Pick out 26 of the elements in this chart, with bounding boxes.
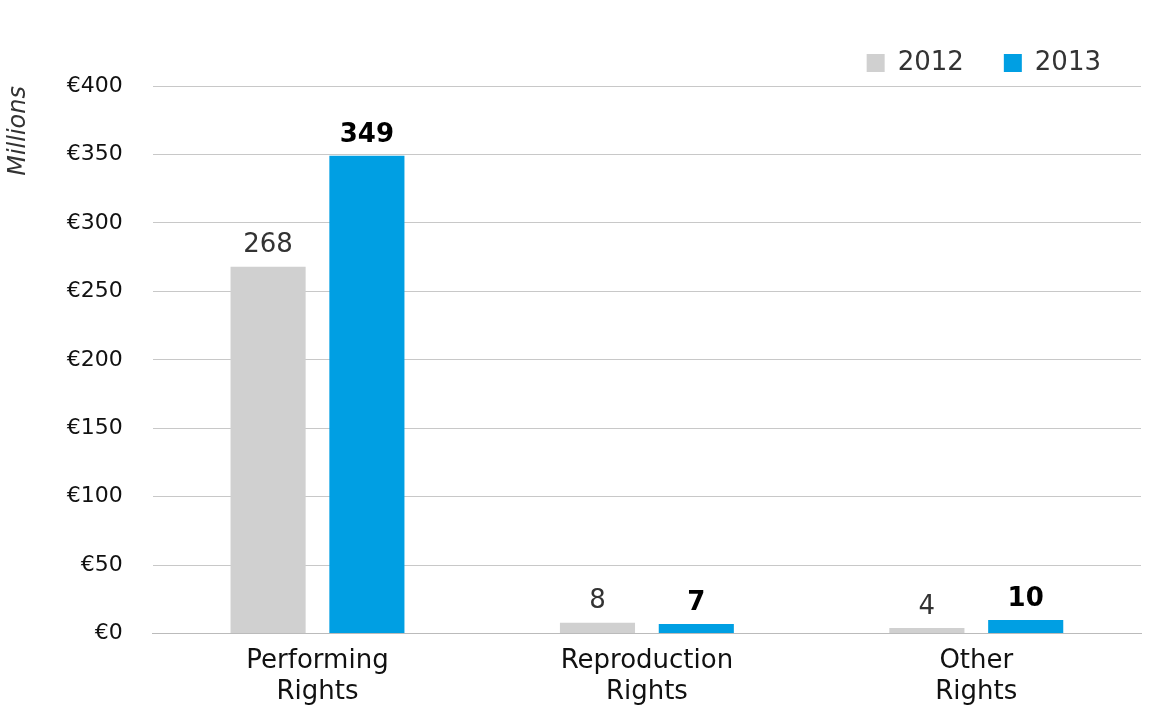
legend-label: 2013 bbox=[1034, 45, 1101, 76]
bar bbox=[329, 155, 405, 634]
data-label: 8 bbox=[589, 584, 606, 615]
y-tick-label: €100 bbox=[66, 482, 123, 508]
x-tick-label: Other Rights bbox=[935, 643, 1018, 706]
data-label: 7 bbox=[687, 585, 706, 616]
y-tick-label: €300 bbox=[66, 208, 123, 234]
y-tick-label: €150 bbox=[66, 413, 123, 439]
data-label: 4 bbox=[918, 589, 936, 620]
y-tick-label: €50 bbox=[80, 550, 123, 576]
bar bbox=[559, 622, 636, 634]
x-tick-label: Performing Rights bbox=[246, 643, 389, 706]
y-tick-label: €350 bbox=[66, 140, 123, 166]
y-tick-label: €200 bbox=[66, 345, 123, 371]
y-tick-label: €0 bbox=[94, 619, 123, 645]
bar bbox=[889, 628, 965, 634]
legend-label: 2012 bbox=[897, 45, 964, 76]
data-label: 268 bbox=[243, 228, 293, 259]
x-tick-label: Reproduction Rights bbox=[560, 643, 734, 706]
y-axis-title: Millions bbox=[2, 86, 31, 176]
bar bbox=[658, 624, 734, 634]
data-label: 349 bbox=[339, 117, 395, 148]
y-tick-label: €250 bbox=[66, 277, 123, 303]
bar bbox=[988, 619, 1064, 634]
y-tick-label: €400 bbox=[66, 71, 123, 97]
data-label: 10 bbox=[1007, 581, 1044, 612]
